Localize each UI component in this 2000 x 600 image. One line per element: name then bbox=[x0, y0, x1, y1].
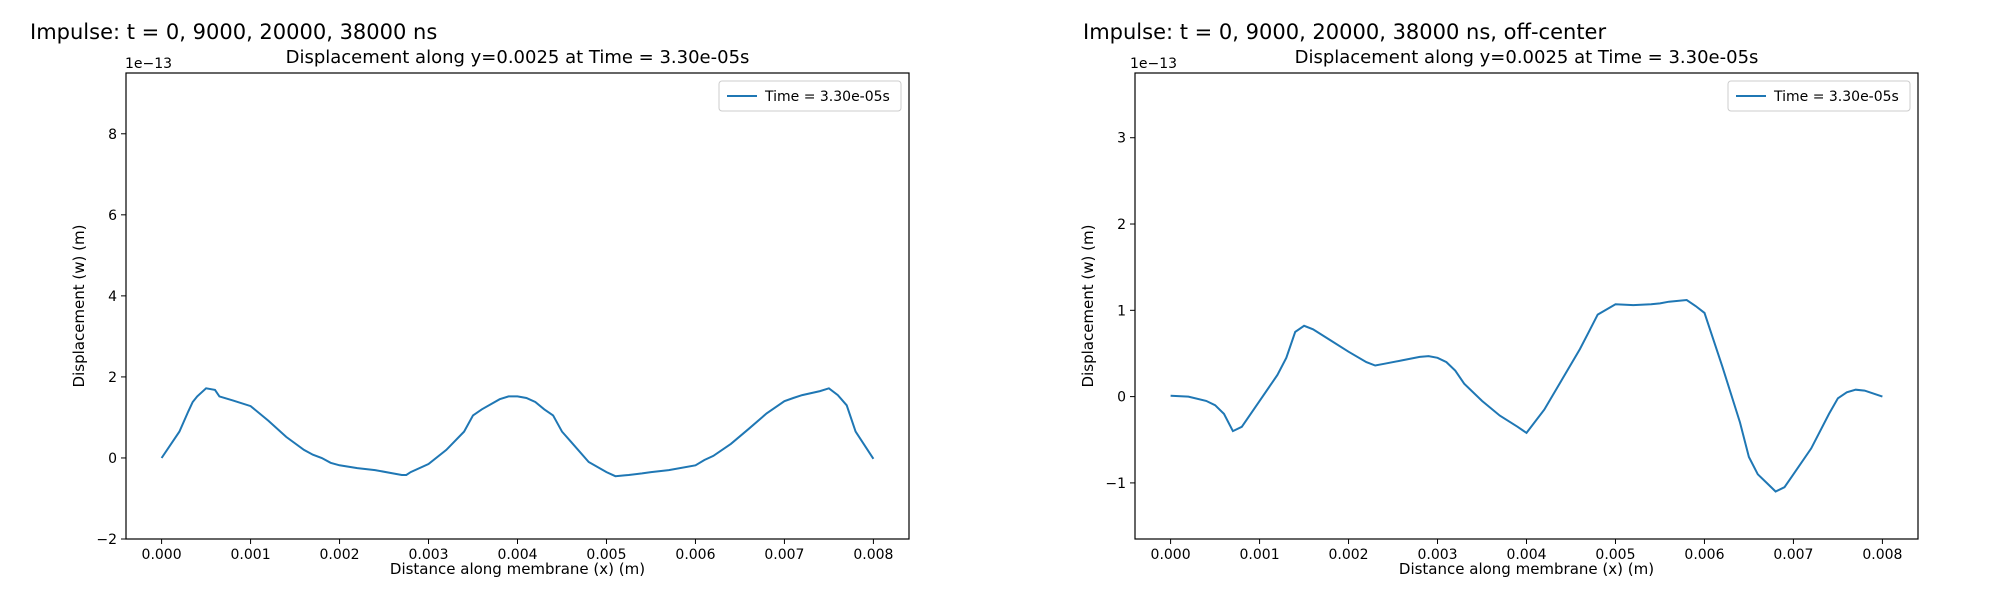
series-line bbox=[1170, 298, 1883, 493]
y-tick-label: 8 bbox=[108, 127, 117, 143]
y-tick-label: −1 bbox=[1105, 476, 1126, 492]
x-tick-label: 0.003 bbox=[1417, 547, 1457, 563]
y-tick-label: 1 bbox=[1117, 303, 1126, 319]
y-tick-label: 0 bbox=[1117, 390, 1126, 406]
x-tick-label: 0.003 bbox=[408, 547, 448, 563]
legend-entry: Time = 3.30e-05s bbox=[1773, 89, 1899, 105]
axis-ticks: 0.000 0.001 0.002 0.003 0.004 0.005 0.006 0.007… bbox=[1105, 131, 1902, 563]
legend: Time = 3.30e-05s bbox=[1727, 80, 1911, 112]
right-figure-heading: Impulse: t = 0, 9000, 20000, 38000 ns, o… bbox=[1083, 20, 1606, 44]
x-tick-label: 0.001 bbox=[1240, 547, 1280, 563]
plot-frame bbox=[1134, 72, 1919, 540]
x-tick-label: 0.002 bbox=[319, 547, 359, 563]
x-tick-label: 0.000 bbox=[1151, 547, 1191, 563]
y-tick-label: 4 bbox=[108, 289, 117, 305]
x-tick-label: 0.007 bbox=[1773, 547, 1813, 563]
y-tick-label: 2 bbox=[108, 370, 117, 386]
y-tick-label: −2 bbox=[96, 532, 117, 548]
left-figure-heading: Impulse: t = 0, 9000, 20000, 38000 ns bbox=[30, 20, 437, 44]
x-tick-label: 0.000 bbox=[142, 547, 182, 563]
x-tick-label: 0.004 bbox=[497, 547, 537, 563]
legend-box bbox=[1727, 80, 1911, 112]
y-tick-label: 6 bbox=[108, 208, 117, 224]
x-tick-label: 0.006 bbox=[1684, 547, 1724, 563]
x-tick-label: 0.008 bbox=[853, 547, 893, 563]
legend-entry: Time = 3.30e-05s bbox=[764, 89, 890, 105]
chart-panel-right: Displacement along y=0.0025 at Time = 3.… bbox=[1079, 47, 1919, 578]
y-offset-label: 1e−13 bbox=[125, 56, 172, 72]
y-tick-label: 0 bbox=[108, 451, 117, 467]
x-tick-label: 0.005 bbox=[1595, 547, 1635, 563]
x-tick-label: 0.005 bbox=[586, 547, 626, 563]
legend: Time = 3.30e-05s bbox=[718, 80, 902, 112]
x-tick-label: 0.004 bbox=[1506, 547, 1546, 563]
series-line bbox=[160, 387, 875, 478]
x-tick-label: 0.006 bbox=[675, 547, 715, 563]
chart-title: Displacement along y=0.0025 at Time = 3.… bbox=[1295, 47, 1759, 68]
y-axis-label: Displacement (w) (m) bbox=[70, 225, 88, 388]
y-offset-label: 1e−13 bbox=[1130, 56, 1177, 72]
axis-ticks: 0.000 0.001 0.002 0.003 0.004 0.005 0.006 0.007… bbox=[96, 127, 893, 563]
x-tick-label: 0.002 bbox=[1328, 547, 1368, 563]
x-tick-label: 0.007 bbox=[764, 547, 804, 563]
x-tick-label: 0.001 bbox=[231, 547, 271, 563]
legend-box bbox=[718, 80, 902, 112]
x-axis-label: Distance along membrane (x) (m) bbox=[390, 560, 645, 578]
chart-panel-left: Displacement along y=0.0025 at Time = 3.… bbox=[70, 47, 910, 578]
plot-frame bbox=[125, 72, 910, 540]
y-tick-label: 2 bbox=[1117, 217, 1126, 233]
y-axis-label: Displacement (w) (m) bbox=[1079, 225, 1097, 388]
y-tick-label: 3 bbox=[1117, 131, 1126, 147]
chart-title: Displacement along y=0.0025 at Time = 3.… bbox=[286, 47, 750, 68]
x-tick-label: 0.008 bbox=[1862, 547, 1902, 563]
x-axis-label: Distance along membrane (x) (m) bbox=[1399, 560, 1654, 578]
